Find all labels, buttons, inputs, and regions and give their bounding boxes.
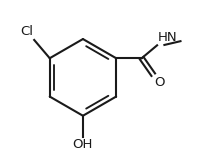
- Text: HN: HN: [158, 31, 178, 44]
- Text: O: O: [155, 76, 165, 89]
- Text: OH: OH: [73, 138, 93, 151]
- Text: Cl: Cl: [20, 25, 33, 38]
